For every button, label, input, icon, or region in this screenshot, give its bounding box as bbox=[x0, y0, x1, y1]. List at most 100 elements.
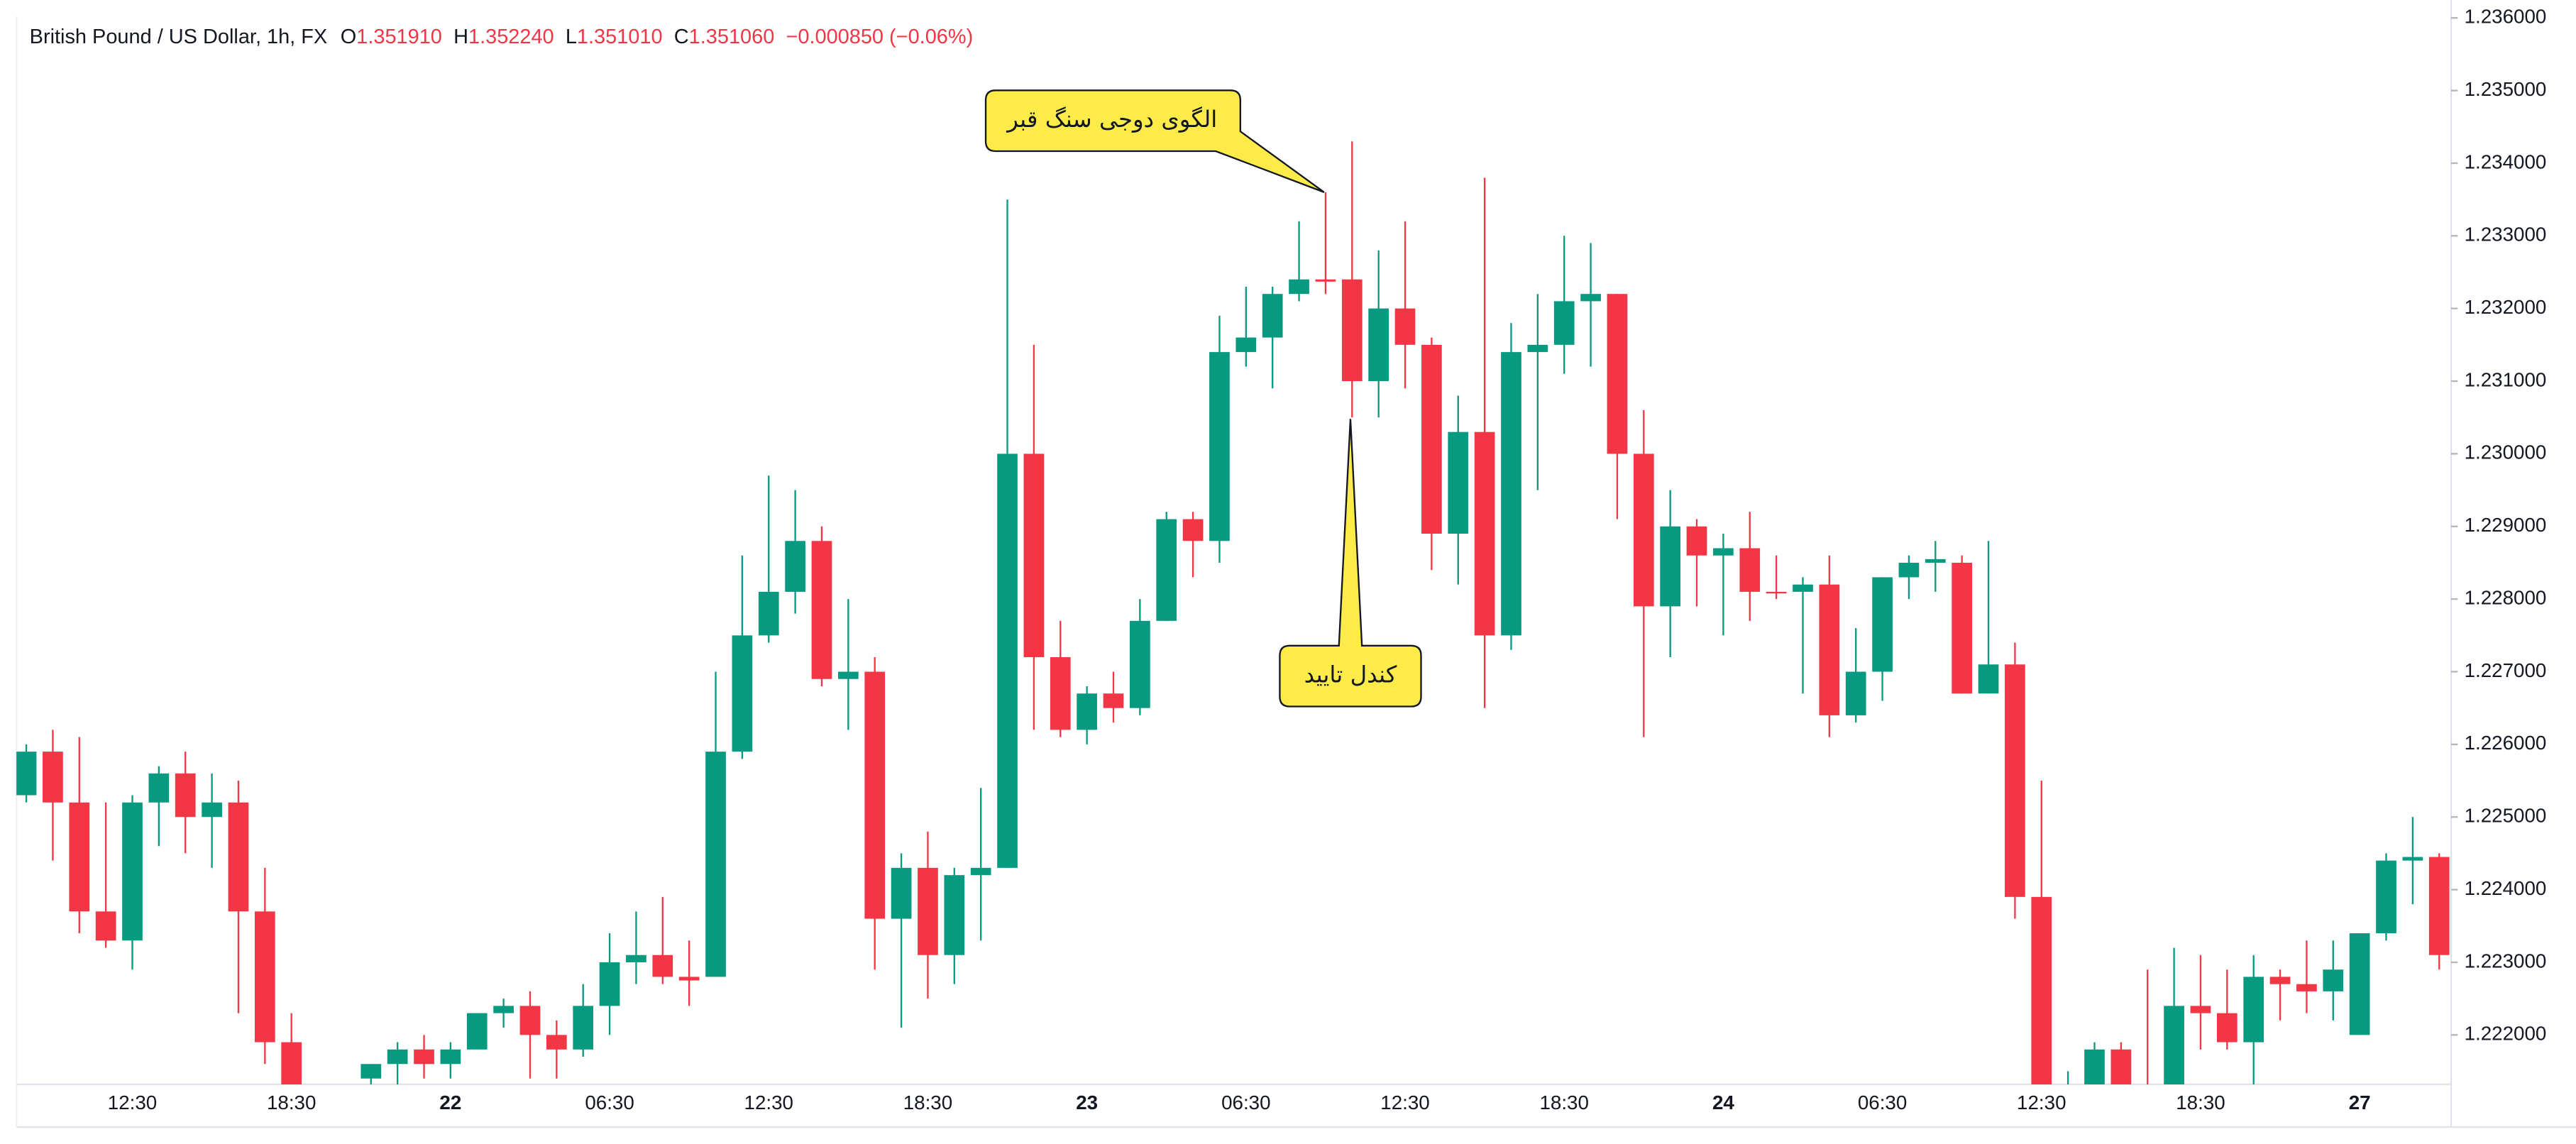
candle-body bbox=[440, 1049, 461, 1065]
candle-body bbox=[2269, 977, 2291, 984]
candle-body bbox=[360, 1064, 382, 1079]
candle-body bbox=[918, 867, 938, 955]
candle-body bbox=[546, 1035, 567, 1050]
callout bbox=[1279, 419, 1422, 708]
candle-body bbox=[1368, 308, 1389, 382]
candle-body bbox=[1607, 294, 1628, 454]
y-tick-label: 1.232000 bbox=[2465, 296, 2547, 318]
candle-body bbox=[1633, 453, 1654, 607]
candle-body bbox=[414, 1049, 434, 1065]
candle-body bbox=[1421, 344, 1442, 534]
candle-body bbox=[1739, 548, 1761, 592]
candle-body bbox=[1077, 693, 1097, 730]
candle-body bbox=[1872, 577, 1893, 672]
candle-body bbox=[334, 1100, 355, 1122]
candle-body bbox=[1050, 657, 1071, 730]
candle-body bbox=[1898, 562, 1920, 578]
y-tick-label: 1.231000 bbox=[2465, 368, 2547, 390]
candle-body bbox=[148, 773, 170, 803]
candle-body bbox=[758, 591, 779, 636]
y-tick-label: 1.227000 bbox=[2465, 659, 2547, 681]
candle-body bbox=[1289, 279, 1309, 295]
candle-body bbox=[785, 541, 805, 592]
callout-text: الگوی دوجی سنگ قبر bbox=[1006, 106, 1217, 133]
ohlc-key: C bbox=[674, 26, 689, 48]
candle-body bbox=[43, 752, 63, 803]
candle-body bbox=[997, 453, 1018, 868]
x-tick-label: 24 bbox=[1712, 1091, 1734, 1113]
x-tick-label: 23 bbox=[1076, 1091, 1098, 1113]
candle-body bbox=[2005, 664, 2025, 897]
candle-body bbox=[1580, 294, 1601, 302]
x-tick-label: 06:30 bbox=[1858, 1091, 1907, 1113]
candle-body bbox=[2296, 984, 2317, 991]
y-tick-label: 1.226000 bbox=[2465, 732, 2547, 754]
callout bbox=[984, 89, 1325, 193]
x-tick-label: 12:30 bbox=[108, 1091, 157, 1113]
candle-body bbox=[2110, 1049, 2132, 1084]
candle-body bbox=[1023, 453, 1045, 658]
candle-body bbox=[573, 1006, 594, 1050]
candle-body bbox=[2323, 969, 2344, 991]
candle-body bbox=[2137, 1100, 2158, 1107]
legend-header: British Pound / US Dollar, 1h, FX O1.3519… bbox=[30, 26, 974, 48]
y-tick-label: 1.234000 bbox=[2465, 150, 2547, 172]
candle-body bbox=[2190, 1006, 2211, 1013]
candle-body bbox=[944, 875, 965, 955]
candle-body bbox=[2376, 860, 2396, 934]
candles bbox=[16, 141, 2450, 1144]
symbol-title: British Pound / US Dollar, 1h, FX bbox=[30, 26, 328, 48]
candle-body bbox=[95, 911, 116, 941]
candle-body bbox=[1925, 559, 1946, 563]
candle-body bbox=[1130, 620, 1150, 708]
callout-text: کندل تایید bbox=[1304, 661, 1397, 688]
ohlc-value: 1.352240 bbox=[468, 26, 554, 48]
candle-body bbox=[1660, 526, 1681, 607]
y-tick-label: 1.229000 bbox=[2465, 514, 2547, 536]
candle-body bbox=[1713, 548, 1734, 556]
candle-body bbox=[2402, 857, 2423, 861]
candle-body bbox=[2031, 896, 2052, 1084]
candle-body bbox=[864, 671, 886, 919]
candle-body bbox=[652, 955, 673, 977]
candle-body bbox=[1686, 526, 1707, 556]
candle-body bbox=[1315, 279, 1336, 282]
candle-body bbox=[122, 802, 143, 941]
x-tick-label: 12:30 bbox=[744, 1091, 793, 1113]
candle-body bbox=[175, 773, 196, 818]
candle-body bbox=[254, 911, 275, 1043]
candle-body bbox=[2084, 1049, 2105, 1084]
candle-body bbox=[838, 671, 859, 679]
candle-body bbox=[626, 955, 646, 962]
candle-body bbox=[2243, 977, 2264, 1043]
candle-body bbox=[308, 1122, 329, 1144]
candle-body bbox=[678, 977, 700, 981]
candle-body bbox=[970, 867, 991, 876]
y-tick-label: 1.228000 bbox=[2465, 586, 2547, 608]
x-tick-label: 18:30 bbox=[2176, 1091, 2225, 1113]
candle-body bbox=[1952, 562, 1973, 694]
change: −0.000850 (−0.06%) bbox=[786, 26, 974, 48]
ohlc-value: 1.351060 bbox=[689, 26, 775, 48]
candle-body bbox=[1262, 294, 1283, 338]
candle-body bbox=[2349, 933, 2370, 1035]
candle-body bbox=[16, 752, 37, 796]
candle-body bbox=[1527, 344, 1548, 353]
x-tick-label: 18:30 bbox=[267, 1091, 316, 1113]
candle-body bbox=[228, 802, 249, 912]
candle-body bbox=[1474, 431, 1495, 636]
candle-body bbox=[811, 541, 832, 679]
candle-body bbox=[519, 1006, 541, 1035]
y-tick-label: 1.236000 bbox=[2465, 6, 2547, 28]
candle-body bbox=[2164, 1006, 2184, 1084]
ohlc-key: O bbox=[341, 26, 357, 48]
y-tick-label: 1.224000 bbox=[2465, 877, 2547, 899]
candle-body bbox=[1793, 584, 1813, 592]
candle-body bbox=[1341, 279, 1363, 382]
candle-body bbox=[493, 1006, 514, 1013]
candle-body bbox=[705, 752, 726, 977]
candle-body bbox=[599, 962, 620, 1006]
ohlc-value: 1.351910 bbox=[356, 26, 442, 48]
candle-body bbox=[1819, 584, 1840, 715]
